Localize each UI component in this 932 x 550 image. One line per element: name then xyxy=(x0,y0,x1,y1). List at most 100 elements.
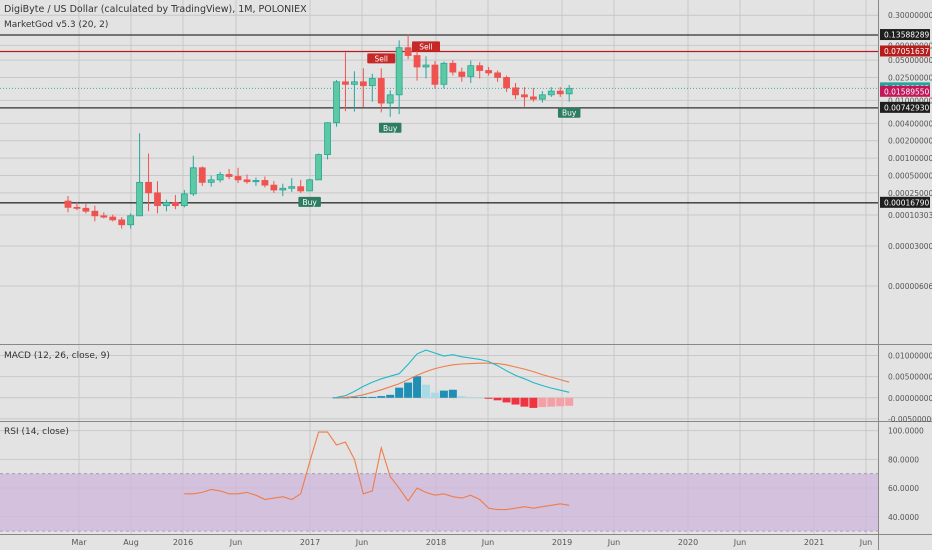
candle[interactable] xyxy=(225,168,233,180)
candle[interactable] xyxy=(198,166,206,186)
candle[interactable] xyxy=(431,61,439,89)
candle-body xyxy=(565,87,573,95)
sell-signal-label: Sell xyxy=(419,42,433,51)
candle[interactable] xyxy=(252,177,260,186)
macd-histogram-bar xyxy=(466,396,475,398)
candle[interactable] xyxy=(350,71,358,112)
macd-histogram-bar xyxy=(520,397,529,407)
candle-body xyxy=(180,193,188,207)
candle[interactable] xyxy=(207,175,215,187)
candle[interactable] xyxy=(315,153,323,181)
candles[interactable] xyxy=(64,34,573,229)
candle[interactable] xyxy=(261,176,269,188)
macd-histogram-bar xyxy=(439,390,448,398)
candle[interactable] xyxy=(556,87,564,97)
candle[interactable] xyxy=(494,70,502,82)
candle[interactable] xyxy=(342,52,349,112)
candle-body xyxy=(225,174,233,177)
candle[interactable] xyxy=(324,122,331,160)
candle[interactable] xyxy=(413,50,421,81)
candle[interactable] xyxy=(73,201,81,211)
candle-body xyxy=(163,202,170,207)
rsi-title: RSI (14, close) xyxy=(4,427,69,437)
macd-histogram-bar xyxy=(538,397,547,408)
candle-body xyxy=(91,210,99,217)
candle-body xyxy=(556,90,564,95)
macd-histogram-bar xyxy=(511,397,520,405)
candle[interactable] xyxy=(82,204,90,214)
macd-histogram-bar xyxy=(413,376,422,398)
candle-body xyxy=(476,65,484,71)
candle[interactable] xyxy=(216,171,224,183)
macd-histogram-bar xyxy=(368,396,377,398)
candle[interactable] xyxy=(136,133,144,217)
macd-histogram-bar xyxy=(484,397,493,399)
candle[interactable] xyxy=(377,68,385,113)
candle[interactable] xyxy=(279,183,287,197)
candle[interactable] xyxy=(395,40,403,115)
macd-title: MACD (12, 26, close, 9) xyxy=(4,351,110,361)
candle[interactable] xyxy=(127,213,135,229)
candle[interactable] xyxy=(154,181,161,214)
macd-histogram-bar xyxy=(377,396,386,398)
candle[interactable] xyxy=(449,60,457,76)
candle[interactable] xyxy=(422,56,430,79)
candle[interactable] xyxy=(118,217,126,229)
macd-histogram-bar xyxy=(395,387,404,398)
candle[interactable] xyxy=(109,214,117,222)
x-tick-label: Jun xyxy=(733,538,747,547)
candle[interactable] xyxy=(440,61,448,89)
candle[interactable] xyxy=(306,178,314,192)
candle[interactable] xyxy=(234,167,242,184)
candle-body xyxy=(171,202,179,207)
candle[interactable] xyxy=(100,212,108,219)
candle[interactable] xyxy=(288,178,296,192)
candle[interactable] xyxy=(91,205,99,222)
candle[interactable] xyxy=(547,87,555,97)
candle[interactable] xyxy=(404,34,412,60)
macd-histogram-bar xyxy=(475,397,484,399)
macd-tick-label: 0.00000000 xyxy=(888,394,932,403)
candle[interactable] xyxy=(171,194,179,210)
candle[interactable] xyxy=(485,66,493,76)
x-tick-label: 2017 xyxy=(300,538,320,547)
candle[interactable] xyxy=(512,83,519,100)
candle[interactable] xyxy=(163,199,170,212)
candle[interactable] xyxy=(359,68,367,108)
candle[interactable] xyxy=(368,73,376,102)
candle[interactable] xyxy=(386,90,394,117)
candle[interactable] xyxy=(145,153,152,212)
grid xyxy=(0,0,878,534)
candle[interactable] xyxy=(243,174,251,184)
candle-body xyxy=(297,186,305,192)
candle[interactable] xyxy=(565,84,573,102)
candle-body xyxy=(136,181,144,217)
candle[interactable] xyxy=(458,67,466,82)
macd-histogram-bar xyxy=(457,396,466,398)
candle-body xyxy=(368,78,376,87)
candle[interactable] xyxy=(270,181,278,193)
candle-body xyxy=(288,186,296,189)
price-levels xyxy=(0,34,878,204)
candle[interactable] xyxy=(521,87,528,107)
candle[interactable] xyxy=(476,62,484,79)
rsi-tick-label: 60.0000 xyxy=(888,484,919,493)
candle[interactable] xyxy=(503,75,510,92)
candle[interactable] xyxy=(530,87,537,102)
candle[interactable] xyxy=(189,155,197,197)
x-tick-label: Jun xyxy=(481,538,495,547)
candle-body xyxy=(100,215,108,218)
candle[interactable] xyxy=(64,196,72,213)
y-tick-label: 0.05000000 xyxy=(888,56,932,65)
candle[interactable] xyxy=(180,190,188,208)
candle[interactable] xyxy=(297,179,305,193)
candle-body xyxy=(270,184,278,191)
price-tag-label: 0.13588289 xyxy=(884,31,930,40)
candle[interactable] xyxy=(538,91,546,103)
price-tag-box xyxy=(880,196,930,208)
y-tick-label: 0.02500000 xyxy=(888,73,932,82)
sell-signal-box xyxy=(412,41,440,52)
candle[interactable] xyxy=(333,80,340,127)
candle[interactable] xyxy=(467,60,475,84)
